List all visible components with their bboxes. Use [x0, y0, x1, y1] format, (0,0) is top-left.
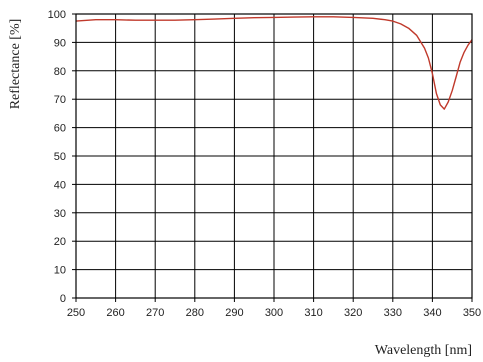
y-tick-label: 30	[54, 208, 66, 220]
x-tick-label: 270	[146, 307, 164, 319]
x-tick-label: 250	[67, 307, 85, 319]
x-tick-label: 310	[304, 307, 322, 319]
x-tick-label: 260	[106, 307, 124, 319]
x-tick-label: 340	[423, 307, 441, 319]
x-tick-label: 290	[225, 307, 243, 319]
y-tick-label: 90	[54, 37, 66, 49]
reflectance-series-line	[75, 16, 473, 110]
y-tick-label: 50	[54, 151, 66, 163]
x-tick-label: 280	[186, 307, 204, 319]
x-tick-label: 330	[384, 307, 402, 319]
x-tick-label: 320	[344, 307, 362, 319]
plot-frame	[75, 13, 473, 299]
y-tick-label: 0	[60, 293, 66, 305]
x-axis-title: Wavelength [nm]	[375, 343, 472, 358]
y-tick-label: 40	[54, 179, 66, 191]
x-tick-label: 350	[463, 307, 481, 319]
y-tick-label: 100	[48, 9, 66, 21]
y-tick-label: 60	[54, 123, 66, 135]
y-tick-label: 20	[54, 236, 66, 248]
y-tick-label: 80	[54, 66, 66, 78]
y-axis-title: Reflectance [%]	[8, 19, 23, 110]
x-tick-label: 300	[265, 307, 283, 319]
y-tick-label: 70	[54, 94, 66, 106]
y-tick-label: 10	[54, 265, 66, 277]
